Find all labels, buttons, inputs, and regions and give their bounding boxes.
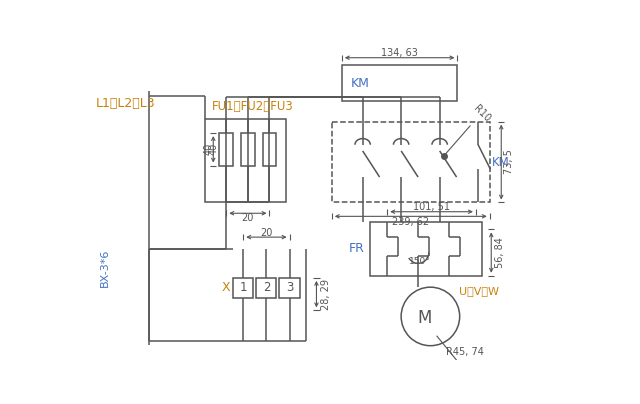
- Bar: [262, 133, 276, 166]
- Text: M: M: [417, 309, 431, 327]
- Text: 3: 3: [286, 282, 293, 295]
- Text: FU1、FU2、FU3: FU1、FU2、FU3: [212, 100, 294, 113]
- Text: 134, 63: 134, 63: [381, 48, 418, 58]
- Text: 150°: 150°: [409, 257, 431, 266]
- Text: 2: 2: [262, 282, 270, 295]
- Bar: [371, 222, 482, 276]
- Text: 101, 51: 101, 51: [413, 202, 450, 212]
- Text: 56, 84: 56, 84: [495, 237, 506, 268]
- Text: R45, 74: R45, 74: [446, 347, 484, 357]
- Text: 40: 40: [208, 143, 218, 156]
- Text: 28, 29: 28, 29: [321, 279, 331, 309]
- Text: L1、L2、L3: L1、L2、L3: [95, 97, 155, 110]
- Text: KM: KM: [492, 156, 509, 168]
- Bar: [234, 278, 253, 298]
- Text: FR: FR: [349, 242, 365, 255]
- Bar: [220, 133, 234, 166]
- Text: 20: 20: [242, 213, 254, 223]
- Bar: [241, 133, 255, 166]
- Text: 1: 1: [239, 282, 247, 295]
- Bar: [257, 278, 276, 298]
- Text: 20: 20: [260, 227, 273, 238]
- Bar: [280, 278, 300, 298]
- Bar: [205, 119, 285, 202]
- Bar: [342, 65, 458, 101]
- Text: 40: 40: [204, 143, 214, 156]
- Text: 239, 62: 239, 62: [392, 217, 429, 227]
- Text: 73, 5: 73, 5: [504, 149, 514, 175]
- Text: U、V、W: U、V、W: [459, 286, 499, 297]
- Text: X: X: [221, 282, 230, 295]
- Text: KM: KM: [351, 77, 370, 90]
- Text: BX-3*6: BX-3*6: [100, 249, 109, 287]
- Bar: [332, 122, 490, 202]
- Text: R10: R10: [472, 103, 493, 124]
